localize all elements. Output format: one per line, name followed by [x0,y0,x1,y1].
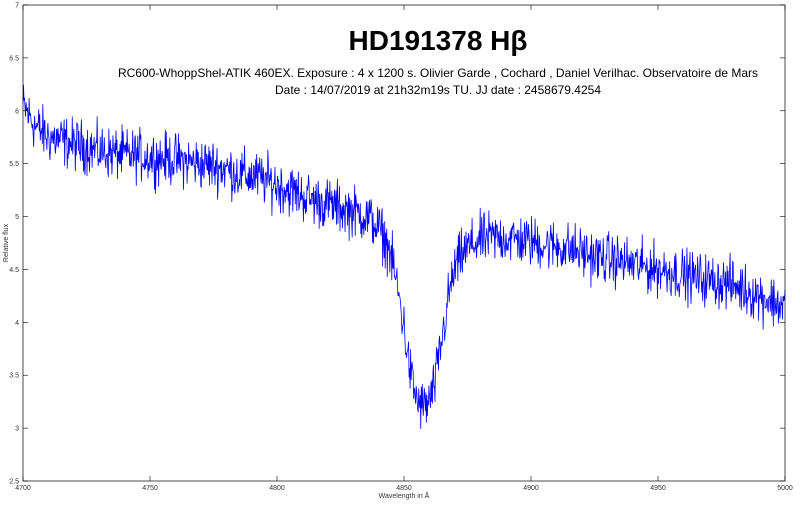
y-axis-label: Relative flux [3,223,10,262]
series-line [22,84,786,429]
axis-ticks: 4700 4750 4800 4850 4900 4950 5000 2.5 3 3.5 4 4.5 5… [9,3,793,493]
x-axis-label: Wavelength in Å [379,491,430,500]
x-tick-label: 4900 [523,485,539,492]
y-tick-label: 4.5 [9,267,19,274]
chart-title: HD191378 Hβ [349,25,528,56]
x-tick-label: 4700 [15,485,31,492]
y-tick-label: 3 [15,426,19,433]
x-tick-label: 4850 [396,485,412,492]
chart-subtitle-line-1: RC600-WhoppShel-ATIK 460EX. Exposure : 4… [118,66,758,80]
y-tick-label: 5.5 [9,161,19,168]
y-tick-label: 6.5 [9,55,19,62]
x-tick-label: 4950 [650,485,666,492]
chart-subtitle-line-2: Date : 14/07/2019 at 21h32m19s TU. JJ da… [275,83,601,97]
x-tick-label: 4800 [269,485,285,492]
y-tick-label: 6 [15,108,19,115]
y-tick-label: 7 [15,3,19,10]
x-tick-label: 5000 [777,485,793,492]
plot-area [22,84,786,429]
y-tick-label: 5 [15,214,19,221]
y-tick-label: 2.5 [9,479,19,486]
x-tick-label: 4750 [142,485,158,492]
y-tick-label: 4 [15,320,19,327]
y-tick-label: 3.5 [9,373,19,380]
